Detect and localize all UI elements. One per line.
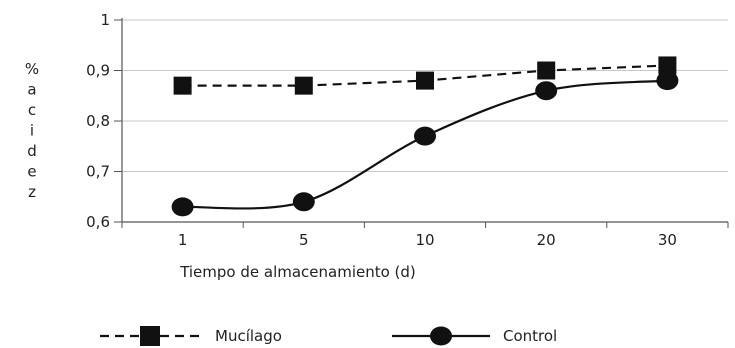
data-point-square [416,71,434,90]
y-axis-title-char: d [27,142,37,160]
legend-marker-circle [430,326,452,346]
legend-label: Control [503,327,557,345]
data-point-square [658,56,677,75]
y-axis-title-char: i [30,122,34,140]
data-point-circle [414,126,436,146]
series-mucilago [173,56,677,95]
data-point-square [173,76,192,95]
data-point-square [294,76,313,95]
legend-item-control: Control [392,326,557,346]
y-tick-label: 1 [100,11,110,29]
y-axis-title-char: e [27,163,36,181]
grid-lines [122,19,728,172]
y-tick-label: 0,6 [86,213,110,231]
y-tick-label: 0,9 [86,62,110,80]
x-tick-label: 20 [537,231,556,249]
x-tick-label: 30 [658,231,677,249]
data-point-square [537,61,556,80]
data-point-circle [656,71,679,91]
y-axis-title-char: % [25,60,39,78]
y-tick-label: 0,7 [86,163,110,181]
legend-item-mucilago: Mucílago [100,326,282,346]
data-point-circle [535,81,558,101]
y-axis-title-char: a [27,81,36,99]
y-axis-title-char: c [28,101,36,119]
x-tick-label: 5 [299,231,309,249]
series-control [171,71,679,217]
data-point-circle [171,197,194,217]
data-point-circle [292,192,315,212]
legend-label: Mucílago [215,327,282,345]
legend-marker-square [140,326,160,346]
x-tick-label: 1 [178,231,188,249]
x-tick-labels: 1 5 10 20 30 [178,231,677,249]
legend: Mucílago Control [100,326,557,346]
axes [114,18,729,228]
y-tick-labels: 0,6 0,7 0,8 0,9 1 [86,11,110,231]
x-tick-label: 10 [415,231,434,249]
y-axis-title-char: z [28,183,36,201]
series-layer [171,56,679,217]
y-tick-label: 0,8 [86,112,110,130]
x-axis-title: Tiempo de almacenamiento (d) [179,263,416,281]
